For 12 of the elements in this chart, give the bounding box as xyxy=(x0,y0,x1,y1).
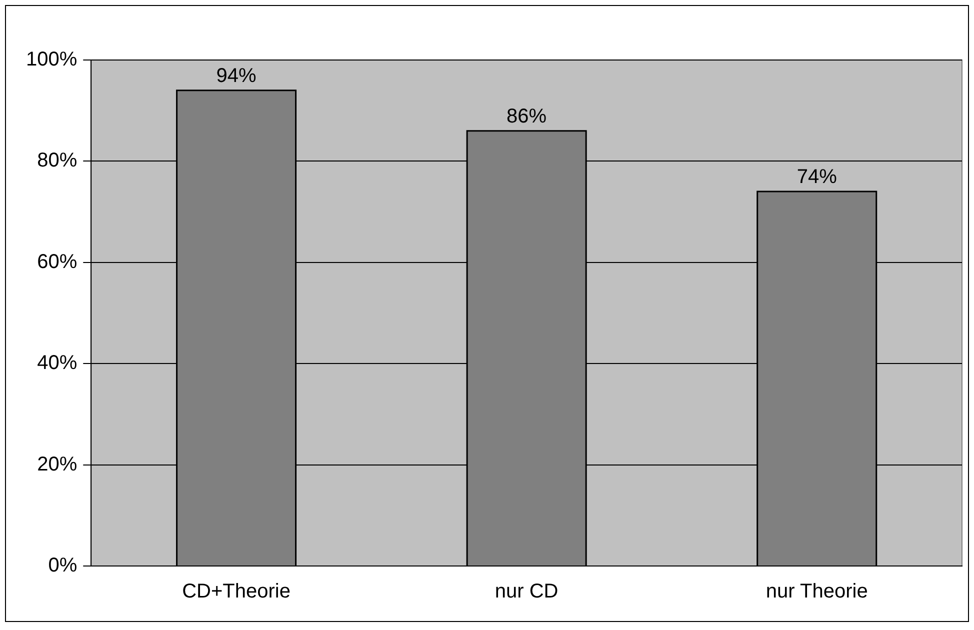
y-tick-label: 60% xyxy=(37,250,78,273)
data-label: 74% xyxy=(796,166,838,188)
x-tick-label: nur Theorie xyxy=(766,580,868,603)
y-tick-label: 100% xyxy=(26,48,78,71)
y-tick-label: 0% xyxy=(48,554,78,577)
x-tick-label: nur CD xyxy=(494,580,558,603)
x-tick-label: CD+Theorie xyxy=(182,580,290,603)
y-tick-label: 80% xyxy=(37,150,78,172)
data-label: 86% xyxy=(506,105,547,128)
y-tick-label: 20% xyxy=(37,453,78,476)
y-tick-label: 40% xyxy=(37,352,78,374)
data-label: 94% xyxy=(216,64,257,87)
